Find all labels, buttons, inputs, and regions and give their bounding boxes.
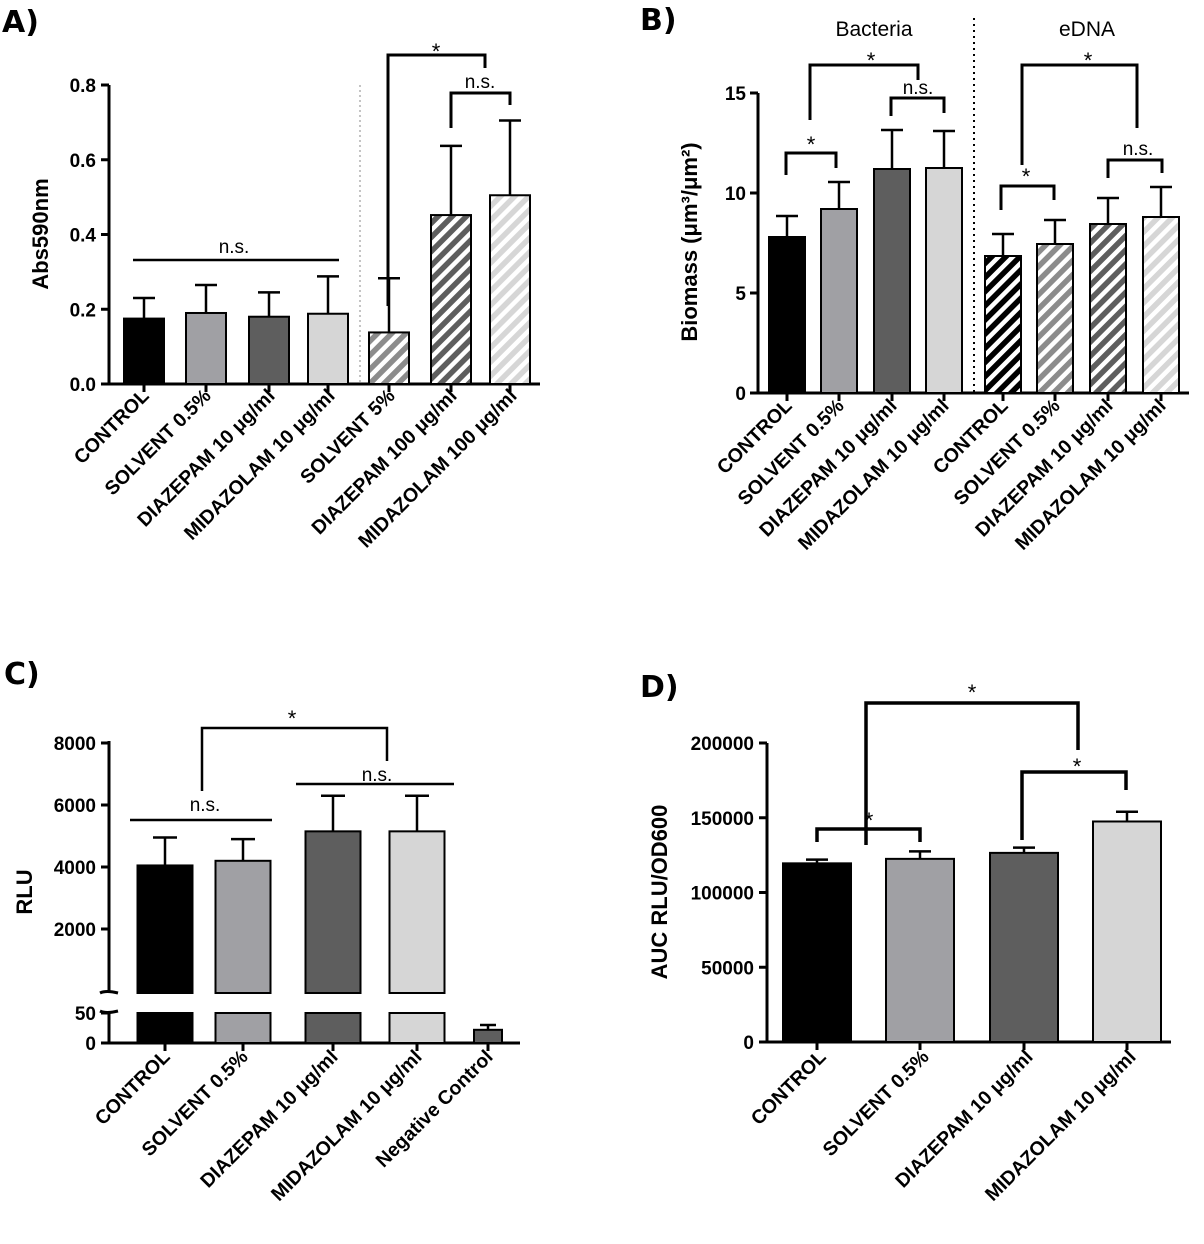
panel-a-bar	[123, 317, 165, 385]
panel-a-bar	[248, 315, 290, 386]
panel-b-star-1: *	[807, 132, 816, 157]
panel-c-bar-lower	[388, 1012, 446, 1044]
panel-c-ytick-label: 8000	[54, 734, 96, 755]
panel-d-bar	[989, 851, 1059, 1043]
panel-b-ytick-label: 0	[735, 384, 746, 405]
panel-a-ns-right: n.s.	[465, 72, 496, 93]
panel-c-bar-lower	[136, 1012, 194, 1044]
panel-b-ytick-label: 10	[725, 184, 746, 205]
panel-b-bar	[873, 168, 911, 394]
panel-c-bar-lower	[214, 1012, 272, 1044]
panel-b-bar	[1089, 223, 1127, 394]
panel-d-category-label: SOLVENT 0.5%	[819, 1046, 934, 1161]
panel-a-ylabel: Abs590nm	[28, 178, 53, 289]
panel-c-ytick-label: 6000	[54, 796, 96, 817]
panel-b-star-3: *	[1084, 48, 1093, 73]
panel-a-ytick-label: 0.4	[70, 226, 97, 247]
panel-b-ytick-label: 5	[735, 284, 746, 305]
panel-b-brackets	[784, 18, 1164, 393]
panel-d-ytick-label: 50000	[701, 958, 754, 979]
panel-c-category-label: CONTROL	[91, 1046, 175, 1130]
panel-a-bracket-star	[386, 53, 487, 306]
panel-b-group-bacteria: Bacteria	[835, 18, 912, 41]
panel-d-bracket-left	[815, 827, 922, 842]
panel-c-ytick-label: 50	[75, 1004, 96, 1025]
panel-b-letter: B)	[640, 3, 677, 38]
panel-c-break-mark-upper	[99, 990, 119, 995]
panel-c-bar-lower	[304, 1012, 362, 1044]
panel-c-ytick-label: 2000	[54, 920, 96, 941]
panel-a-ytick-label: 0.2	[70, 300, 96, 321]
panel-d-bar	[1092, 820, 1162, 1043]
panel-a-bar	[307, 312, 349, 385]
panel-b-bracket-4	[1020, 63, 1139, 165]
panel-c-bar	[214, 859, 272, 994]
panel-a-brackets	[133, 53, 512, 384]
panel-d-star-right: *	[1073, 754, 1082, 779]
panel-b-ylabel: Biomass (μm³/μm²)	[677, 142, 702, 341]
panel-c-category-label: Negative Control	[372, 1046, 498, 1172]
panel-a-bar	[489, 194, 531, 385]
panel-b-bar	[768, 236, 806, 394]
panel-c-letter: C)	[4, 657, 40, 692]
panel-b-bracket-6	[1106, 158, 1164, 178]
panel-b-star-4: *	[1022, 164, 1031, 189]
panel-c-ns-right: n.s.	[362, 765, 393, 786]
panel-b-ns-2: n.s.	[1123, 139, 1154, 160]
panel-b-bar	[1036, 243, 1074, 394]
panel-d-star-top: *	[968, 680, 977, 705]
panel-c-bar	[388, 830, 446, 994]
panel-b-bracket-1	[784, 151, 838, 175]
panel-b-bracket-5	[999, 184, 1056, 210]
panel-b-star-2: *	[867, 48, 876, 73]
panel-c-ytick-label: 0	[85, 1034, 96, 1055]
panel-b-bar	[984, 255, 1022, 394]
panel-c-axis-break	[99, 741, 119, 1043]
panel-a-category-label: SOLVENT 0.5%	[101, 385, 216, 500]
panel-b-bracket-3	[889, 96, 946, 116]
panel-c-bar	[473, 1028, 503, 1045]
panel-d-bar	[782, 862, 852, 1043]
panel-d-brackets	[815, 701, 1128, 845]
panel-c-ytick-label: 4000	[54, 858, 96, 879]
panel-a-bar	[185, 311, 227, 385]
panel-c-bar	[136, 864, 194, 995]
panel-d-bracket-right	[1020, 770, 1128, 840]
panel-d-star-left: *	[865, 808, 874, 833]
panel-a-letter: A)	[2, 5, 39, 40]
panel-d-bracket-top	[864, 701, 1080, 845]
panel-d-ytick-label: 150000	[691, 809, 754, 830]
panel-c-ns-left: n.s.	[190, 795, 221, 816]
panel-b-bracket-2	[808, 63, 920, 120]
panel-a-ns-left: n.s.	[219, 237, 250, 258]
panel-c-star: *	[288, 706, 297, 731]
panel-d-letter: D)	[640, 670, 679, 705]
panel-a-ytick-label: 0.0	[70, 375, 96, 396]
panel-c-ylabel: RLU	[12, 869, 37, 914]
panel-d-ylabel: AUC RLU/OD600	[647, 805, 672, 980]
panel-d-ytick-label: 200000	[691, 734, 754, 755]
panel-b-ytick-label: 15	[725, 84, 747, 105]
panel-d-bar	[885, 857, 955, 1043]
panel-a-bar	[430, 214, 472, 385]
panel-b-ns-1: n.s.	[903, 78, 934, 99]
panel-c-brackets	[130, 726, 454, 822]
panel-b-bar	[1142, 216, 1180, 394]
panel-a-bar	[368, 331, 410, 385]
panel-a-ytick-label: 0.8	[70, 76, 96, 97]
panel-a-bracket-ns	[449, 91, 512, 128]
panel-d-ytick-label: 0	[743, 1033, 754, 1054]
panel-d-ytick-label: 100000	[691, 884, 754, 905]
panel-a-star: *	[432, 39, 441, 64]
panel-b-bar	[820, 208, 858, 394]
panel-c-bracket-star	[200, 726, 389, 791]
panel-c-bar	[304, 830, 362, 994]
panel-b-bar	[925, 167, 963, 394]
panel-b-group-edna: eDNA	[1059, 18, 1115, 41]
panel-d-category-label: CONTROL	[747, 1046, 831, 1130]
panel-a-ytick-label: 0.6	[70, 151, 96, 172]
